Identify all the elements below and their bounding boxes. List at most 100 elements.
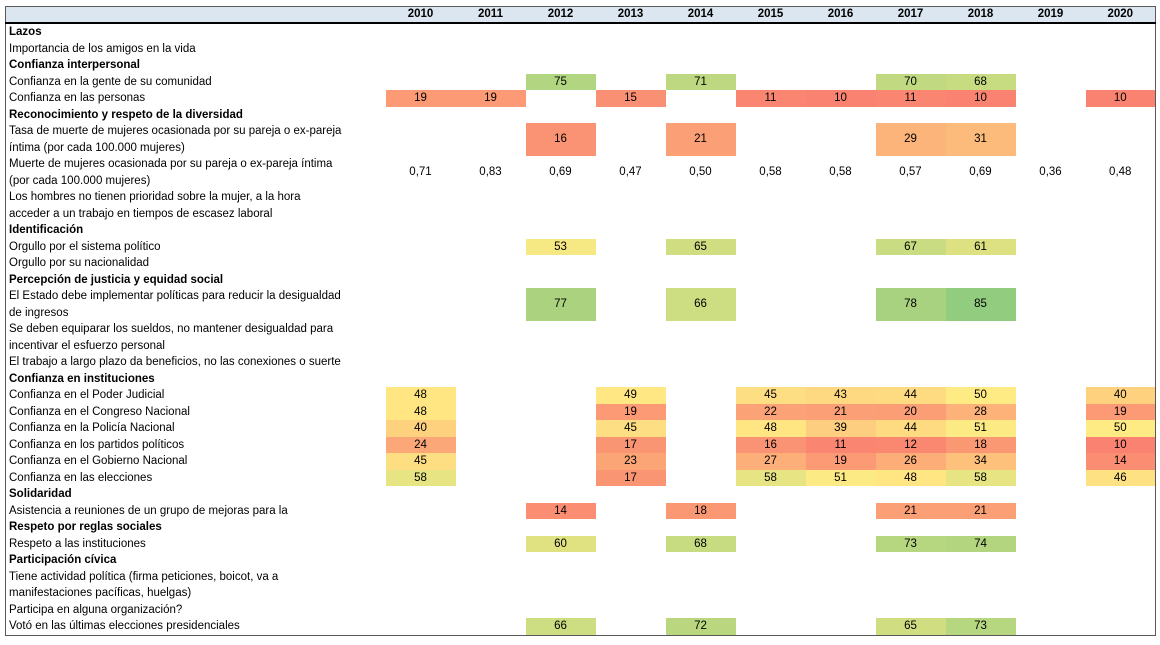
cell-2016[interactable]: 19 bbox=[805, 453, 876, 470]
cell-2018[interactable]: 73 bbox=[945, 618, 1016, 635]
row-label[interactable]: Confianza en las elecciones bbox=[9, 471, 153, 484]
cell-2010[interactable] bbox=[386, 618, 456, 635]
row-label[interactable]: Confianza en la gente de su comunidad bbox=[9, 75, 212, 88]
year-header-2017[interactable]: 2017 bbox=[875, 6, 946, 24]
cell-2015[interactable]: 45 bbox=[735, 387, 806, 404]
cell-2011[interactable] bbox=[456, 453, 526, 470]
cell-2019[interactable] bbox=[1016, 41, 1086, 58]
cell-2020[interactable]: 19 bbox=[1085, 403, 1156, 420]
cell-2014[interactable] bbox=[666, 569, 736, 602]
cell-2011[interactable] bbox=[456, 602, 526, 619]
cell-2015[interactable] bbox=[736, 239, 806, 256]
cell-2016[interactable] bbox=[806, 123, 876, 156]
cell-2016[interactable] bbox=[806, 552, 876, 569]
cell-2018[interactable]: 51 bbox=[945, 420, 1016, 437]
cell-2010[interactable]: 0,71 bbox=[409, 166, 432, 179]
cell-2020[interactable] bbox=[1086, 569, 1156, 602]
cell-2013[interactable]: 0,47 bbox=[619, 166, 642, 179]
cell-2010[interactable] bbox=[386, 74, 456, 91]
cell-2018[interactable]: 31 bbox=[945, 123, 1016, 156]
cell-2010[interactable] bbox=[386, 486, 456, 503]
row-label[interactable]: Percepción de justicia y equidad social bbox=[9, 273, 224, 286]
cell-2014[interactable] bbox=[666, 470, 736, 487]
cell-2011[interactable]: 0,83 bbox=[479, 166, 502, 179]
cell-2011[interactable] bbox=[456, 123, 526, 156]
cell-2014[interactable]: 21 bbox=[665, 123, 736, 156]
cell-2012[interactable] bbox=[526, 255, 596, 272]
cell-2015[interactable]: 22 bbox=[735, 403, 806, 420]
cell-2016[interactable] bbox=[806, 57, 876, 74]
row-label[interactable]: Participa en alguna organización? bbox=[9, 603, 183, 616]
cell-2016[interactable]: 43 bbox=[805, 387, 876, 404]
cell-2010[interactable] bbox=[386, 23, 456, 41]
cell-2014[interactable] bbox=[666, 437, 736, 454]
cell-2010[interactable] bbox=[386, 107, 456, 124]
cell-2020[interactable] bbox=[1086, 371, 1156, 388]
cell-2014[interactable]: 71 bbox=[665, 73, 736, 90]
cell-2017[interactable]: 11 bbox=[875, 90, 946, 107]
cell-2015[interactable] bbox=[736, 569, 806, 602]
cell-2020[interactable]: 10 bbox=[1085, 436, 1156, 453]
cell-2010[interactable] bbox=[386, 354, 456, 371]
cell-2019[interactable] bbox=[1016, 602, 1086, 619]
cell-2017[interactable]: 48 bbox=[875, 469, 946, 486]
cell-2019[interactable] bbox=[1016, 519, 1086, 536]
cell-2010[interactable]: 58 bbox=[385, 469, 456, 486]
cell-2010[interactable] bbox=[386, 123, 456, 156]
cell-2014[interactable] bbox=[666, 486, 736, 503]
cell-2020[interactable] bbox=[1086, 222, 1156, 239]
cell-2010[interactable] bbox=[386, 503, 456, 520]
cell-2014[interactable] bbox=[666, 90, 736, 107]
cell-2018[interactable]: 18 bbox=[945, 436, 1016, 453]
cell-2010[interactable] bbox=[386, 519, 456, 536]
cell-2013[interactable] bbox=[596, 123, 666, 156]
cell-2010[interactable]: 40 bbox=[385, 420, 456, 437]
cell-2011[interactable] bbox=[456, 618, 526, 635]
cell-2012[interactable] bbox=[526, 569, 596, 602]
cell-2011[interactable] bbox=[456, 404, 526, 421]
cell-2010[interactable]: 24 bbox=[385, 436, 456, 453]
cell-2018[interactable]: 28 bbox=[945, 403, 1016, 420]
cell-2020[interactable] bbox=[1086, 503, 1156, 520]
cell-2010[interactable]: 48 bbox=[385, 387, 456, 404]
cell-2019[interactable] bbox=[1016, 107, 1086, 124]
cell-2016[interactable] bbox=[806, 354, 876, 371]
cell-2011[interactable] bbox=[456, 272, 526, 289]
row-label[interactable]: Lazos bbox=[9, 26, 42, 39]
cell-2018[interactable] bbox=[946, 107, 1016, 124]
cell-2019[interactable] bbox=[1016, 239, 1086, 256]
cell-2020[interactable] bbox=[1086, 536, 1156, 553]
cell-2020[interactable] bbox=[1086, 552, 1156, 569]
cell-2016[interactable] bbox=[806, 255, 876, 272]
cell-2012[interactable] bbox=[526, 387, 596, 404]
cell-2018[interactable]: 21 bbox=[945, 502, 1016, 519]
cell-2011[interactable] bbox=[456, 288, 526, 321]
cell-2013[interactable] bbox=[596, 57, 666, 74]
cell-2017[interactable] bbox=[876, 602, 946, 619]
cell-2018[interactable] bbox=[946, 272, 1016, 289]
cell-2020[interactable] bbox=[1086, 23, 1156, 41]
cell-2012[interactable] bbox=[526, 404, 596, 421]
cell-2011[interactable] bbox=[456, 437, 526, 454]
cell-2015[interactable] bbox=[736, 321, 806, 354]
cell-2013[interactable] bbox=[596, 602, 666, 619]
row-label[interactable]: Solidaridad bbox=[9, 488, 72, 501]
cell-2017[interactable] bbox=[876, 41, 946, 58]
cell-2013[interactable] bbox=[596, 503, 666, 520]
cell-2014[interactable]: 66 bbox=[665, 288, 736, 321]
cell-2016[interactable] bbox=[806, 288, 876, 321]
cell-2015[interactable] bbox=[736, 288, 806, 321]
cell-2015[interactable] bbox=[736, 486, 806, 503]
cell-2017[interactable] bbox=[876, 519, 946, 536]
cell-2012[interactable]: 60 bbox=[525, 535, 596, 552]
cell-2019[interactable] bbox=[1016, 23, 1086, 41]
row-label[interactable]: El Estado debe implementar políticas par… bbox=[9, 290, 341, 319]
cell-2020[interactable] bbox=[1086, 123, 1156, 156]
cell-2014[interactable] bbox=[666, 255, 736, 272]
cell-2016[interactable] bbox=[806, 536, 876, 553]
cell-2016[interactable] bbox=[806, 519, 876, 536]
row-label[interactable]: Confianza en el Poder Judicial bbox=[9, 389, 165, 402]
cell-2017[interactable]: 26 bbox=[875, 453, 946, 470]
cell-2020[interactable] bbox=[1086, 354, 1156, 371]
cell-2014[interactable]: 18 bbox=[665, 502, 736, 519]
